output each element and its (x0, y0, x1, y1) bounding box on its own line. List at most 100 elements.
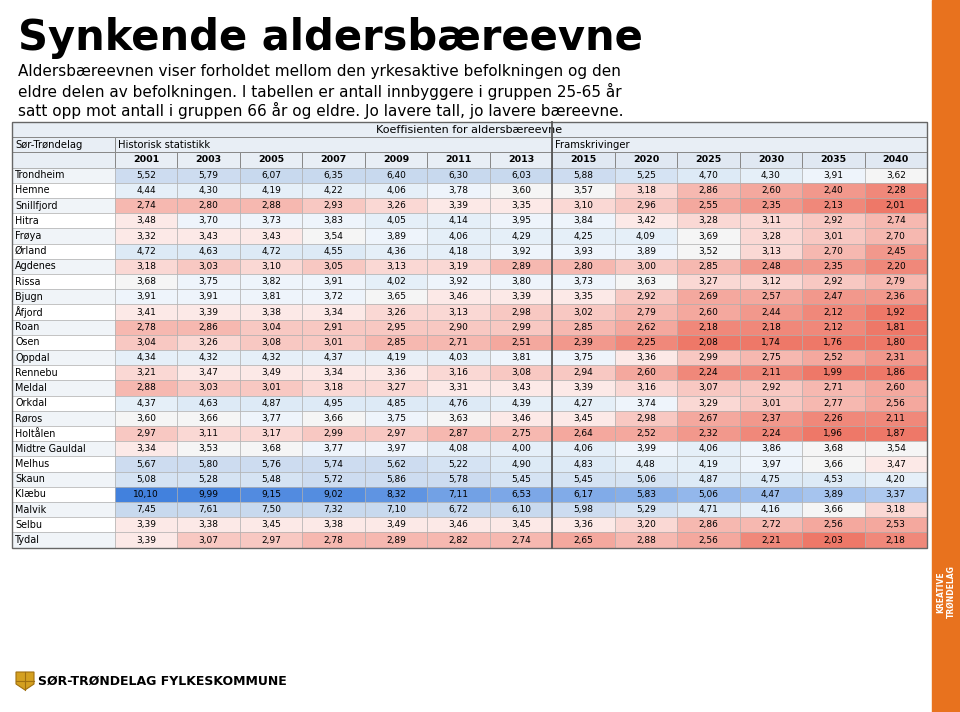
Bar (677, 289, 739, 305)
Bar (490, 441, 552, 456)
Bar (12, 122, 927, 548)
Text: 5,67: 5,67 (136, 459, 156, 468)
Text: Orkdal: Orkdal (15, 398, 47, 408)
Text: 1,96: 1,96 (824, 429, 843, 438)
Text: 4,87: 4,87 (699, 475, 718, 483)
Bar (739, 274, 802, 289)
Bar (302, 350, 365, 365)
Text: 2,55: 2,55 (699, 201, 718, 210)
Bar (552, 502, 614, 517)
Bar (12, 456, 115, 471)
Text: 2,75: 2,75 (511, 429, 531, 438)
Bar (302, 305, 365, 320)
Text: 3,45: 3,45 (573, 414, 593, 423)
Text: 3,70: 3,70 (199, 216, 219, 225)
Bar (302, 456, 365, 471)
Bar (365, 380, 427, 396)
Bar (365, 396, 427, 411)
Bar (865, 456, 927, 471)
Text: 2,35: 2,35 (824, 262, 843, 271)
Text: 3,62: 3,62 (886, 171, 905, 179)
Bar (427, 244, 490, 258)
Text: 2,69: 2,69 (699, 293, 718, 301)
Bar (490, 411, 552, 426)
Text: 3,18: 3,18 (636, 186, 656, 195)
Bar (802, 198, 865, 213)
Text: 4,06: 4,06 (573, 444, 593, 454)
Text: 2,48: 2,48 (761, 262, 780, 271)
Bar (490, 213, 552, 229)
Bar (302, 320, 365, 335)
Bar (802, 380, 865, 396)
Text: 3,73: 3,73 (261, 216, 281, 225)
Text: 2,08: 2,08 (699, 338, 718, 347)
Text: 2,92: 2,92 (824, 216, 843, 225)
Text: 3,18: 3,18 (886, 505, 906, 514)
Text: 2,36: 2,36 (886, 293, 905, 301)
Bar (240, 396, 302, 411)
Text: 3,19: 3,19 (448, 262, 468, 271)
Text: 3,28: 3,28 (761, 231, 780, 241)
Text: 3,01: 3,01 (261, 384, 281, 392)
Text: Trondheim: Trondheim (15, 170, 65, 180)
Bar (677, 229, 739, 244)
Text: 2,35: 2,35 (761, 201, 780, 210)
Text: 3,47: 3,47 (199, 368, 219, 377)
Bar (12, 213, 115, 229)
Bar (115, 350, 178, 365)
Text: 4,19: 4,19 (261, 186, 281, 195)
Text: 3,66: 3,66 (199, 414, 219, 423)
Text: 3,81: 3,81 (261, 293, 281, 301)
Text: 3,27: 3,27 (386, 384, 406, 392)
Bar (677, 471, 739, 487)
Bar (552, 426, 614, 441)
Text: 3,04: 3,04 (136, 338, 156, 347)
Bar (739, 471, 802, 487)
Bar (178, 320, 240, 335)
Bar (115, 441, 178, 456)
Bar (178, 305, 240, 320)
Bar (552, 320, 614, 335)
Bar (865, 244, 927, 258)
Text: 3,27: 3,27 (699, 277, 718, 286)
Text: 2,56: 2,56 (699, 535, 718, 545)
Bar (427, 517, 490, 533)
Bar (302, 365, 365, 380)
Text: 3,99: 3,99 (636, 444, 656, 454)
Bar (427, 426, 490, 441)
Text: 3,66: 3,66 (824, 459, 843, 468)
Text: 5,62: 5,62 (386, 459, 406, 468)
Bar (739, 365, 802, 380)
Text: 3,63: 3,63 (636, 277, 656, 286)
Bar (427, 365, 490, 380)
Text: 3,04: 3,04 (261, 323, 281, 332)
Bar (365, 365, 427, 380)
Text: 6,40: 6,40 (386, 171, 406, 179)
Bar (490, 244, 552, 258)
Bar (865, 289, 927, 305)
Bar (739, 167, 802, 183)
Bar (677, 152, 739, 167)
Text: satt opp mot antall i gruppen 66 år og eldre. Jo lavere tall, jo lavere bæreevne: satt opp mot antall i gruppen 66 år og e… (18, 102, 623, 119)
Text: 3,92: 3,92 (511, 246, 531, 256)
Bar (302, 411, 365, 426)
Bar (115, 533, 178, 548)
Text: 2,87: 2,87 (448, 429, 468, 438)
Text: 2,18: 2,18 (699, 323, 718, 332)
Text: Bjugn: Bjugn (15, 292, 43, 302)
Text: 3,36: 3,36 (573, 520, 593, 529)
Bar (614, 380, 677, 396)
Bar (552, 137, 927, 152)
Bar (865, 365, 927, 380)
Bar (427, 350, 490, 365)
Bar (802, 320, 865, 335)
Bar (427, 380, 490, 396)
Text: 3,43: 3,43 (199, 231, 219, 241)
Bar (12, 350, 115, 365)
Text: 2,25: 2,25 (636, 338, 656, 347)
Text: SØR-TRØNDELAG FYLKESKOMMUNE: SØR-TRØNDELAG FYLKESKOMMUNE (38, 674, 287, 688)
Bar (365, 441, 427, 456)
Bar (240, 517, 302, 533)
Text: 3,97: 3,97 (761, 459, 780, 468)
Text: 5,52: 5,52 (136, 171, 156, 179)
